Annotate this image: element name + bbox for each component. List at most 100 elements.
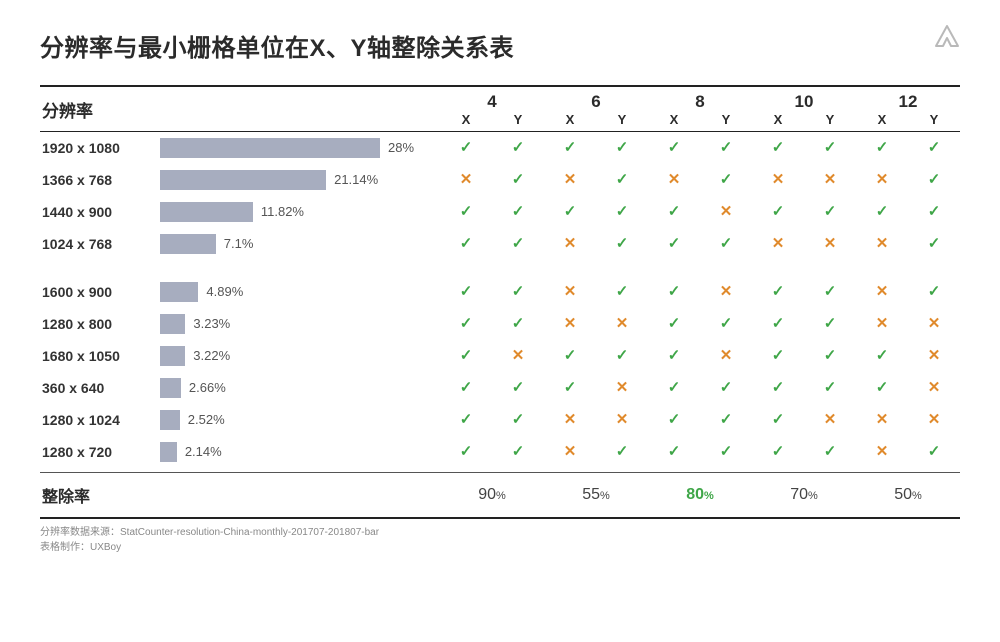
table-header: 分辨率 4XY6XY8XY10XY12XY bbox=[40, 85, 960, 132]
usage-pct: 2.52% bbox=[188, 412, 225, 427]
grid-unit-header: 8XY bbox=[648, 93, 752, 127]
table-row: 1280 x 7202.14%✓✓✕✓✓✓✓✓✕✓ bbox=[40, 436, 960, 468]
cross-icon: ✕ bbox=[752, 236, 804, 251]
cross-icon: ✕ bbox=[648, 172, 700, 187]
cross-icon: ✕ bbox=[908, 348, 960, 363]
usage-bar-cell: 11.82% bbox=[160, 202, 440, 222]
logo-icon bbox=[934, 24, 960, 48]
cross-icon: ✕ bbox=[804, 172, 856, 187]
check-icon: ✓ bbox=[700, 316, 752, 331]
cross-icon: ✕ bbox=[856, 316, 908, 331]
cross-icon: ✕ bbox=[856, 444, 908, 459]
check-icon: ✓ bbox=[804, 284, 856, 299]
usage-bar-cell: 4.89% bbox=[160, 282, 440, 302]
grid-unit-header: 12XY bbox=[856, 93, 960, 127]
check-icon: ✓ bbox=[804, 316, 856, 331]
axis-x-label: X bbox=[856, 112, 908, 127]
check-icon: ✓ bbox=[544, 348, 596, 363]
usage-bar bbox=[160, 170, 326, 190]
cross-icon: ✕ bbox=[544, 412, 596, 427]
check-icon: ✓ bbox=[648, 380, 700, 395]
resolution-label: 1440 x 900 bbox=[40, 204, 160, 220]
table-row: 1600 x 9004.89%✓✓✕✓✓✕✓✓✕✓ bbox=[40, 276, 960, 308]
usage-bar bbox=[160, 410, 180, 430]
check-icon: ✓ bbox=[492, 316, 544, 331]
check-icon: ✓ bbox=[700, 236, 752, 251]
summary-value: 80% bbox=[648, 486, 752, 504]
usage-pct: 2.66% bbox=[189, 380, 226, 395]
usage-pct: 28% bbox=[388, 140, 414, 155]
resolution-label: 1280 x 1024 bbox=[40, 412, 160, 428]
check-icon: ✓ bbox=[596, 172, 648, 187]
check-icon: ✓ bbox=[752, 316, 804, 331]
table-row: 1280 x 8003.23%✓✓✕✕✓✓✓✓✕✕ bbox=[40, 308, 960, 340]
cross-icon: ✕ bbox=[804, 412, 856, 427]
check-icon: ✓ bbox=[648, 316, 700, 331]
axis-y-label: Y bbox=[804, 112, 856, 127]
check-icon: ✓ bbox=[700, 444, 752, 459]
check-icon: ✓ bbox=[440, 380, 492, 395]
table-row: 1024 x 7687.1%✓✓✕✓✓✓✕✕✕✓ bbox=[40, 228, 960, 260]
check-icon: ✓ bbox=[648, 284, 700, 299]
usage-pct: 2.14% bbox=[185, 444, 222, 459]
check-icon: ✓ bbox=[492, 172, 544, 187]
table-row: 360 x 6402.66%✓✓✓✕✓✓✓✓✓✕ bbox=[40, 372, 960, 404]
check-icon: ✓ bbox=[596, 444, 648, 459]
check-icon: ✓ bbox=[752, 140, 804, 155]
usage-bar bbox=[160, 346, 185, 366]
check-icon: ✓ bbox=[596, 140, 648, 155]
usage-bar bbox=[160, 282, 198, 302]
usage-pct: 21.14% bbox=[334, 172, 378, 187]
table-row: 1366 x 76821.14%✕✓✕✓✕✓✕✕✕✓ bbox=[40, 164, 960, 196]
grid-unit-header: 6XY bbox=[544, 93, 648, 127]
check-icon: ✓ bbox=[700, 140, 752, 155]
usage-bar bbox=[160, 234, 216, 254]
check-icon: ✓ bbox=[752, 412, 804, 427]
cross-icon: ✕ bbox=[492, 348, 544, 363]
resolution-label: 1280 x 720 bbox=[40, 444, 160, 460]
check-icon: ✓ bbox=[596, 204, 648, 219]
table-row: 1920 x 108028%✓✓✓✓✓✓✓✓✓✓ bbox=[40, 132, 960, 164]
check-icon: ✓ bbox=[908, 444, 960, 459]
resolution-header: 分辨率 bbox=[40, 97, 160, 122]
cross-icon: ✕ bbox=[856, 284, 908, 299]
cross-icon: ✕ bbox=[856, 236, 908, 251]
check-icon: ✓ bbox=[492, 140, 544, 155]
resolution-label: 360 x 640 bbox=[40, 380, 160, 396]
cross-icon: ✕ bbox=[544, 172, 596, 187]
cross-icon: ✕ bbox=[596, 412, 648, 427]
grid-unit-header: 4XY bbox=[440, 93, 544, 127]
check-icon: ✓ bbox=[804, 140, 856, 155]
check-icon: ✓ bbox=[492, 204, 544, 219]
check-icon: ✓ bbox=[700, 412, 752, 427]
axis-x-label: X bbox=[648, 112, 700, 127]
summary-value: 70% bbox=[752, 486, 856, 504]
check-icon: ✓ bbox=[440, 316, 492, 331]
check-icon: ✓ bbox=[804, 444, 856, 459]
check-icon: ✓ bbox=[700, 380, 752, 395]
grid-unit-number: 4 bbox=[440, 93, 544, 112]
check-icon: ✓ bbox=[856, 380, 908, 395]
usage-pct: 11.82% bbox=[261, 204, 304, 219]
resolution-label: 1280 x 800 bbox=[40, 316, 160, 332]
grid-unit-header: 10XY bbox=[752, 93, 856, 127]
grid-unit-number: 12 bbox=[856, 93, 960, 112]
summary-value: 55% bbox=[544, 486, 648, 504]
check-icon: ✓ bbox=[648, 444, 700, 459]
check-icon: ✓ bbox=[492, 412, 544, 427]
cross-icon: ✕ bbox=[804, 236, 856, 251]
check-icon: ✓ bbox=[804, 348, 856, 363]
check-icon: ✓ bbox=[596, 284, 648, 299]
check-icon: ✓ bbox=[648, 348, 700, 363]
check-icon: ✓ bbox=[440, 204, 492, 219]
usage-pct: 3.22% bbox=[193, 348, 230, 363]
check-icon: ✓ bbox=[908, 140, 960, 155]
check-icon: ✓ bbox=[648, 204, 700, 219]
check-icon: ✓ bbox=[440, 284, 492, 299]
axis-x-label: X bbox=[440, 112, 492, 127]
check-icon: ✓ bbox=[908, 172, 960, 187]
check-icon: ✓ bbox=[492, 444, 544, 459]
footnote-source: 分辨率数据来源：StatCounter-resolution-China-mon… bbox=[40, 525, 960, 540]
cross-icon: ✕ bbox=[440, 172, 492, 187]
usage-bar-cell: 2.52% bbox=[160, 410, 440, 430]
